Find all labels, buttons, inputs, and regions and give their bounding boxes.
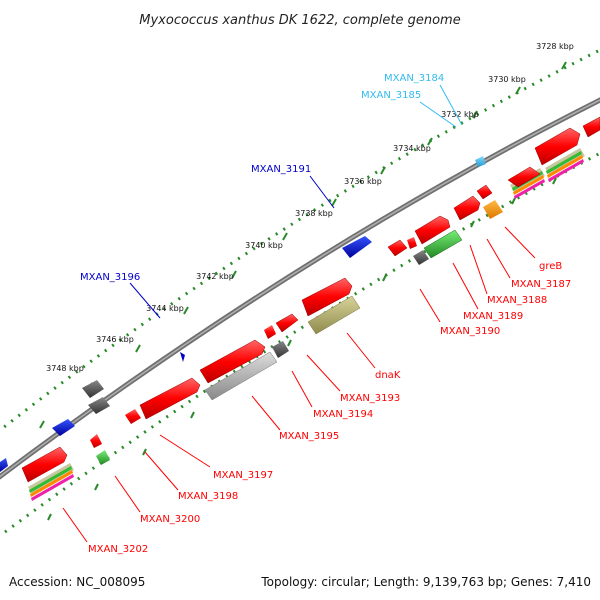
gene-label-MXAN_3196[interactable]: MXAN_3196 bbox=[80, 272, 140, 283]
gene-arrow-red[interactable] bbox=[90, 434, 102, 448]
gene-arrow-gray[interactable] bbox=[204, 351, 278, 401]
gene-arrow-darkgray[interactable] bbox=[88, 397, 110, 414]
gene-label-MXAN_3190[interactable]: MXAN_3190 bbox=[440, 326, 500, 337]
gene-arrow-green[interactable] bbox=[423, 229, 463, 259]
outer-scale-track bbox=[0, 48, 600, 433]
tick-label-3732: 3732 kbp bbox=[441, 110, 479, 119]
tick-label-3746: 3746 kbp bbox=[96, 335, 134, 344]
gene-arrow-red[interactable] bbox=[21, 446, 68, 483]
map-title: Myxococcus xanthus DK 1622, complete gen… bbox=[139, 13, 460, 28]
gene-arrow-red[interactable] bbox=[453, 195, 481, 221]
gene-arrow-blue[interactable] bbox=[52, 419, 75, 436]
gene-label-MXAN_3197[interactable]: MXAN_3197 bbox=[213, 470, 273, 481]
gene-label-MXAN_3187[interactable]: MXAN_3187 bbox=[511, 279, 571, 290]
gene-label-MXAN_3198[interactable]: MXAN_3198 bbox=[178, 491, 238, 502]
gene-arrow-darkgray[interactable] bbox=[413, 250, 429, 265]
gene-arrow-blue[interactable] bbox=[180, 352, 185, 362]
tick-label-3734: 3734 kbp bbox=[393, 144, 431, 153]
gene-label-MXAN_3194[interactable]: MXAN_3194 bbox=[313, 409, 373, 420]
gene-arrow-blue[interactable] bbox=[0, 458, 8, 472]
gene-label-MXAN_3188[interactable]: MXAN_3188 bbox=[487, 295, 547, 306]
tick-label-3728: 3728 kbp bbox=[536, 42, 574, 51]
tick-label-3748: 3748 kbp bbox=[46, 364, 84, 373]
gene-label-dnaK[interactable]: dnaK bbox=[375, 370, 401, 381]
gene-arrow-red[interactable] bbox=[275, 313, 299, 333]
gene-label-MXAN_3185[interactable]: MXAN_3185 bbox=[361, 90, 421, 101]
gene-arrow-green[interactable] bbox=[96, 450, 110, 465]
gene-arrow-darkgray[interactable] bbox=[272, 341, 289, 358]
gene-label-MXAN_3184[interactable]: MXAN_3184 bbox=[384, 73, 444, 84]
accession-text: Accession: NC_008095 bbox=[9, 575, 145, 589]
tick-label-3730: 3730 kbp bbox=[488, 75, 526, 84]
gene-arrow-cyan[interactable] bbox=[475, 156, 486, 167]
gene-arrow-red[interactable] bbox=[125, 409, 141, 424]
gene-label-MXAN_3195[interactable]: MXAN_3195 bbox=[279, 431, 339, 442]
tick-label-3738: 3738 kbp bbox=[295, 209, 333, 218]
gene-arrow-red[interactable] bbox=[139, 377, 201, 420]
gene-arrow-orange[interactable] bbox=[483, 200, 503, 219]
genome-backbone bbox=[0, 97, 600, 480]
genome-summary-text: Topology: circular; Length: 9,139,763 bp… bbox=[260, 575, 591, 589]
gene-arrow-red[interactable] bbox=[301, 277, 353, 317]
gene-label-MXAN_3200[interactable]: MXAN_3200 bbox=[140, 514, 200, 525]
gene-arrow-red[interactable] bbox=[387, 239, 408, 257]
tick-label-3736: 3736 kbp bbox=[344, 177, 382, 186]
tick-label-3742: 3742 kbp bbox=[196, 272, 234, 281]
gene-arrow-red[interactable] bbox=[507, 166, 541, 188]
inner-ticks bbox=[47, 177, 557, 521]
gene-arrow-blue[interactable] bbox=[342, 236, 372, 258]
gene-label-MXAN_3193[interactable]: MXAN_3193 bbox=[340, 393, 400, 404]
gene-arrow-red[interactable] bbox=[407, 237, 417, 249]
label-leader-lines bbox=[62, 84, 536, 543]
gene-feature-stack[interactable] bbox=[28, 463, 74, 501]
gene-arrow-olive[interactable] bbox=[307, 295, 361, 335]
gene-label-MXAN_3191[interactable]: MXAN_3191 bbox=[251, 164, 311, 175]
gene-arrow-red[interactable] bbox=[264, 325, 276, 339]
gene-arrow-red[interactable] bbox=[476, 184, 493, 200]
tick-label-3744: 3744 kbp bbox=[146, 304, 184, 313]
gene-label-MXAN_3202[interactable]: MXAN_3202 bbox=[88, 544, 148, 555]
gene-arrow-red[interactable] bbox=[414, 215, 451, 245]
inner-track bbox=[4, 151, 600, 534]
tick-label-3740: 3740 kbp bbox=[245, 241, 283, 250]
outer-major-ticks bbox=[39, 61, 567, 429]
gene-arrow-red[interactable] bbox=[534, 127, 581, 166]
gene-arrow-red[interactable] bbox=[199, 339, 266, 384]
gene-label-greB[interactable]: greB bbox=[539, 261, 562, 272]
gene-arrow-darkgray[interactable] bbox=[82, 380, 104, 398]
gene-label-MXAN_3189[interactable]: MXAN_3189 bbox=[463, 311, 523, 322]
gene-arrow-red[interactable] bbox=[582, 116, 600, 138]
